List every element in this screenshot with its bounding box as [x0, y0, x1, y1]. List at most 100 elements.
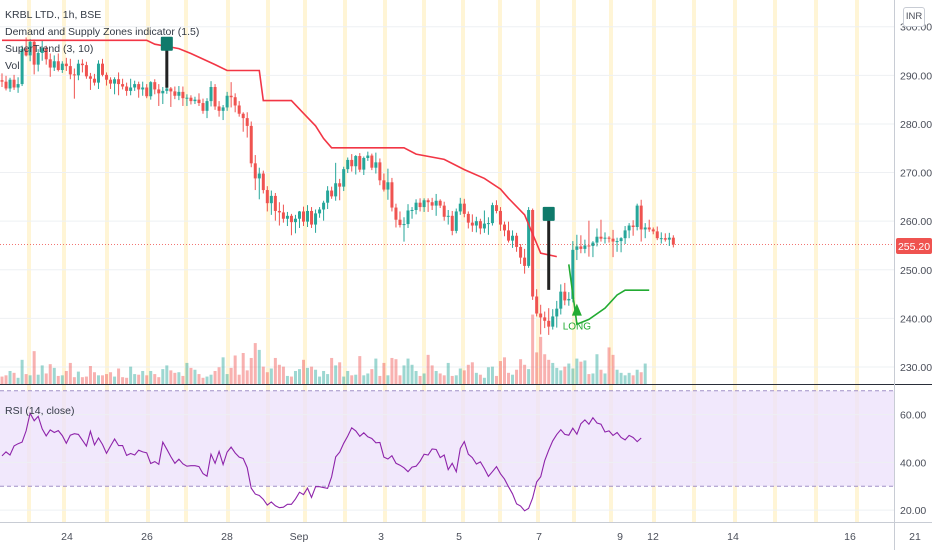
candle-body-161	[647, 227, 651, 230]
candle-body-81	[326, 190, 330, 203]
volume-bar-100	[402, 365, 406, 384]
candle-body-46	[185, 97, 189, 99]
session-stripe-3	[146, 0, 150, 522]
candle-body-42	[169, 88, 173, 92]
candle-body-159	[639, 205, 643, 230]
volume-bar-7	[28, 375, 32, 384]
volume-bar-93	[374, 358, 378, 384]
candle-body-78	[314, 213, 318, 225]
candle-body-87	[350, 159, 354, 167]
volume-bar-97	[390, 357, 394, 384]
candle-body-67	[269, 195, 273, 204]
zone-marker-0	[160, 36, 173, 51]
candle-body-156	[627, 225, 631, 231]
candle-body-32	[129, 87, 133, 91]
candle-body-21	[84, 65, 88, 77]
candle-body-10	[40, 48, 44, 53]
candle-body-141	[567, 298, 571, 301]
candle-body-84	[338, 183, 342, 187]
volume-bar-20	[80, 377, 84, 384]
candle-body-53	[213, 87, 217, 107]
volume-bar-0	[0, 376, 4, 384]
candle-body-6	[24, 49, 28, 56]
session-stripe-18	[733, 0, 737, 522]
volume-bar-26	[105, 374, 109, 384]
supertrend-up-line	[568, 264, 650, 326]
candle-body-144	[579, 246, 583, 249]
candle-body-36	[145, 87, 149, 97]
volume-bar-55	[221, 357, 225, 384]
volume-bar-127	[511, 374, 515, 384]
legend-indicator-volume: Vol	[5, 60, 20, 72]
volume-bar-5	[20, 359, 24, 384]
candle-body-75	[302, 211, 305, 222]
volume-bar-37	[149, 370, 153, 384]
volume-bar-32	[129, 366, 133, 384]
session-stripe-7	[303, 0, 307, 522]
candle-body-122	[490, 205, 494, 224]
last-price-badge-bg	[896, 238, 932, 254]
x-tick-9: 14	[727, 531, 739, 543]
candle-body-20	[80, 63, 84, 66]
candle-body-137	[551, 316, 555, 327]
volume-bar-33	[133, 374, 137, 384]
candle-body-73	[293, 218, 297, 223]
supertrend-down-line	[2, 39, 557, 258]
candle-body-139	[559, 291, 563, 309]
session-stripe-19	[773, 0, 777, 522]
candle-body-95	[382, 180, 386, 190]
candle-body-77	[310, 210, 314, 225]
volume-bar-70	[281, 366, 285, 384]
volume-bar-113	[454, 375, 458, 384]
candle-body-115	[462, 203, 466, 214]
session-stripe-13	[536, 0, 540, 522]
volume-bar-41	[165, 365, 169, 384]
y-tick-3: 270.00	[900, 168, 932, 180]
volume-bar-105	[422, 373, 426, 384]
volume-bar-63	[253, 343, 257, 384]
candle-body-121	[486, 223, 490, 225]
volume-bar-25	[101, 375, 104, 384]
session-stripe-21	[855, 0, 859, 522]
volume-bar-17	[68, 362, 72, 384]
volume-bar-81	[326, 374, 330, 384]
volume-bar-10	[40, 365, 44, 384]
volume-bar-14	[56, 375, 60, 384]
candle-body-14	[56, 61, 60, 70]
currency-button[interactable]: INR	[903, 7, 925, 27]
long-signal-arrow	[571, 303, 582, 316]
candle-body-94	[378, 162, 382, 181]
volume-bar-117	[470, 362, 474, 384]
y-tick-5: 250.00	[900, 265, 932, 277]
candle-body-4	[16, 84, 20, 88]
volume-bar-153	[615, 369, 619, 384]
volume-bar-126	[507, 372, 511, 384]
volume-bar-134	[539, 336, 543, 384]
volume-bar-79	[318, 376, 322, 384]
candle-body-34	[137, 84, 141, 90]
candle-body-136	[547, 320, 551, 327]
x-tick-8: 12	[647, 531, 659, 543]
rsi-band	[0, 390, 894, 487]
volume-bar-146	[587, 374, 591, 384]
candle-body-154	[619, 238, 623, 242]
volume-bar-139	[559, 370, 563, 384]
candle-body-8	[32, 41, 36, 65]
candle-body-43	[173, 91, 177, 96]
volume-bar-65	[261, 366, 265, 384]
volume-bar-142	[571, 368, 575, 384]
session-stripe-20	[814, 0, 818, 522]
volume-bar-51	[205, 376, 209, 384]
volume-bar-69	[277, 364, 281, 384]
volume-bar-106	[426, 354, 430, 384]
volume-bar-46	[185, 362, 189, 384]
y-tick-6: 240.00	[900, 313, 932, 325]
volume-bar-90	[362, 375, 366, 384]
candle-body-83	[334, 183, 338, 197]
volume-bar-91	[366, 373, 370, 384]
volume-bar-60	[241, 353, 245, 384]
volume-bar-28	[113, 376, 117, 384]
zone-marker-1	[542, 206, 555, 221]
candle-body-50	[201, 103, 205, 111]
